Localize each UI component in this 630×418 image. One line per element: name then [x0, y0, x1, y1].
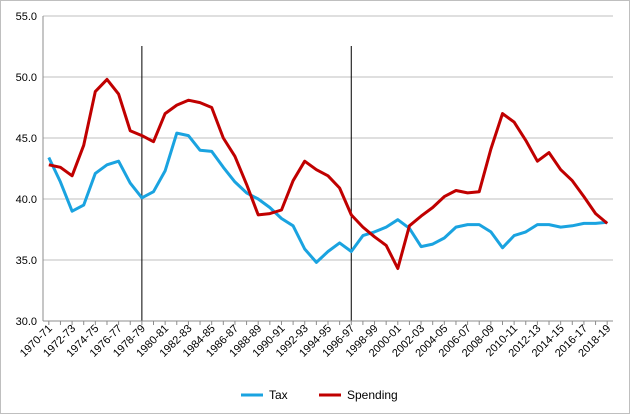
gridlines — [43, 15, 613, 322]
legend: Tax Spending — [241, 388, 398, 402]
y-tick-label: 55.0 — [16, 11, 37, 23]
y-tick-label: 45.0 — [16, 133, 37, 145]
y-tick-label: 35.0 — [16, 255, 37, 267]
legend-label-spending: Spending — [347, 388, 398, 402]
y-tick-label: 40.0 — [16, 194, 37, 206]
x-axis: 1970-711972-731974-751976-771978-791980-… — [18, 320, 613, 360]
vertical-markers — [141, 46, 352, 321]
y-tick-label: 30.0 — [16, 316, 37, 328]
series-line-tax — [47, 131, 608, 264]
y-tick-label: 50.0 — [16, 72, 37, 84]
legend-label-tax: Tax — [269, 388, 288, 402]
y-axis: 30.0 35.0 40.0 45.0 50.0 55.0 — [16, 11, 44, 328]
series-lines — [47, 77, 609, 270]
series-line-spending — [48, 77, 609, 270]
